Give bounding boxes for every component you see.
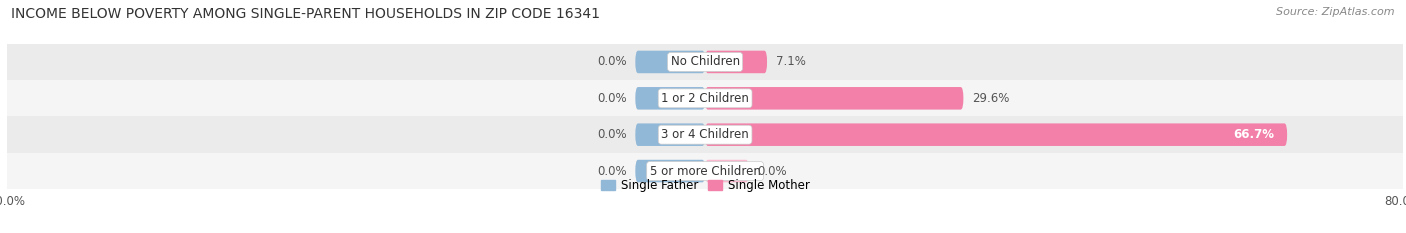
FancyBboxPatch shape [706,87,963,110]
Text: 0.0%: 0.0% [598,92,627,105]
FancyBboxPatch shape [636,123,706,146]
Text: Source: ZipAtlas.com: Source: ZipAtlas.com [1277,7,1395,17]
Text: 29.6%: 29.6% [972,92,1010,105]
Bar [7,80,1403,116]
Text: No Children: No Children [671,55,740,69]
Text: 0.0%: 0.0% [598,128,627,141]
Text: 0.0%: 0.0% [598,55,627,69]
Bar [7,116,1403,153]
Text: 7.1%: 7.1% [776,55,806,69]
FancyBboxPatch shape [706,160,749,182]
FancyBboxPatch shape [636,87,706,110]
Bar [7,153,1403,189]
FancyBboxPatch shape [636,160,706,182]
Text: 3 or 4 Children: 3 or 4 Children [661,128,749,141]
FancyBboxPatch shape [636,51,706,73]
Legend: Single Father, Single Mother: Single Father, Single Mother [596,175,814,197]
FancyBboxPatch shape [706,123,1286,146]
Text: 0.0%: 0.0% [598,164,627,178]
Text: 5 or more Children: 5 or more Children [650,164,761,178]
Text: 66.7%: 66.7% [1233,128,1274,141]
Text: INCOME BELOW POVERTY AMONG SINGLE-PARENT HOUSEHOLDS IN ZIP CODE 16341: INCOME BELOW POVERTY AMONG SINGLE-PARENT… [11,7,600,21]
Bar [7,44,1403,80]
FancyBboxPatch shape [706,51,768,73]
Text: 1 or 2 Children: 1 or 2 Children [661,92,749,105]
Text: 0.0%: 0.0% [758,164,787,178]
